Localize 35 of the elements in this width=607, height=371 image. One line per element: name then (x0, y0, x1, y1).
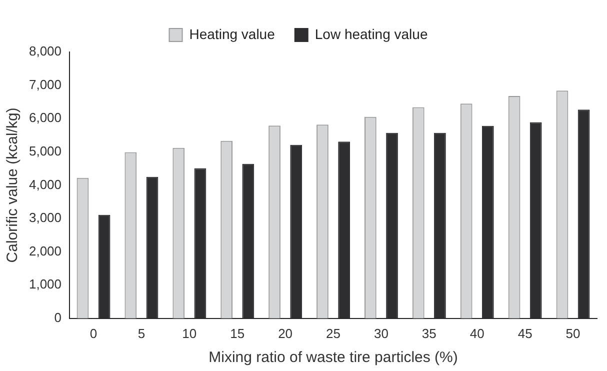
legend-label: Heating value (189, 26, 276, 42)
bar (434, 132, 446, 318)
y-tick-label: 6,000 (28, 110, 62, 126)
y-tick-label: 7,000 (28, 76, 62, 92)
x-tick-label: 35 (422, 326, 436, 341)
bar (530, 122, 542, 318)
y-tick-label: 2,000 (28, 243, 62, 258)
x-tick-label: 5 (138, 326, 146, 341)
bar (242, 164, 254, 318)
bar (194, 168, 206, 318)
x-tick-label: 20 (278, 326, 293, 341)
y-tick-label: 1,000 (28, 276, 62, 292)
bar (338, 142, 350, 318)
y-tick-label: 3,000 (28, 210, 62, 226)
x-tick-label: 30 (374, 326, 388, 341)
x-tick-label: 25 (326, 326, 340, 341)
legend-label: Low heating value (314, 26, 428, 42)
x-axis-title: Mixing ratio of waste tire particles (%) (208, 349, 458, 366)
bar (146, 176, 158, 318)
x-tick-label: 40 (470, 326, 484, 341)
y-axis-title: Calorific value (kcal/kg) (4, 108, 22, 263)
y-tick-label: 5,000 (28, 143, 62, 158)
bar (578, 110, 590, 318)
y-tick-label: 4,000 (28, 176, 62, 192)
bar (98, 214, 110, 318)
x-tick-label: 45 (518, 326, 532, 341)
y-tick-label: 8,000 (28, 44, 62, 59)
bar (482, 126, 494, 318)
x-tick-label: 15 (230, 326, 245, 341)
bar (290, 144, 302, 318)
x-tick-label: 50 (566, 326, 580, 341)
y-tick-label: 0 (54, 310, 62, 325)
x-tick-label: 10 (182, 326, 197, 341)
x-tick-label: 0 (90, 326, 98, 341)
bar (386, 132, 398, 318)
